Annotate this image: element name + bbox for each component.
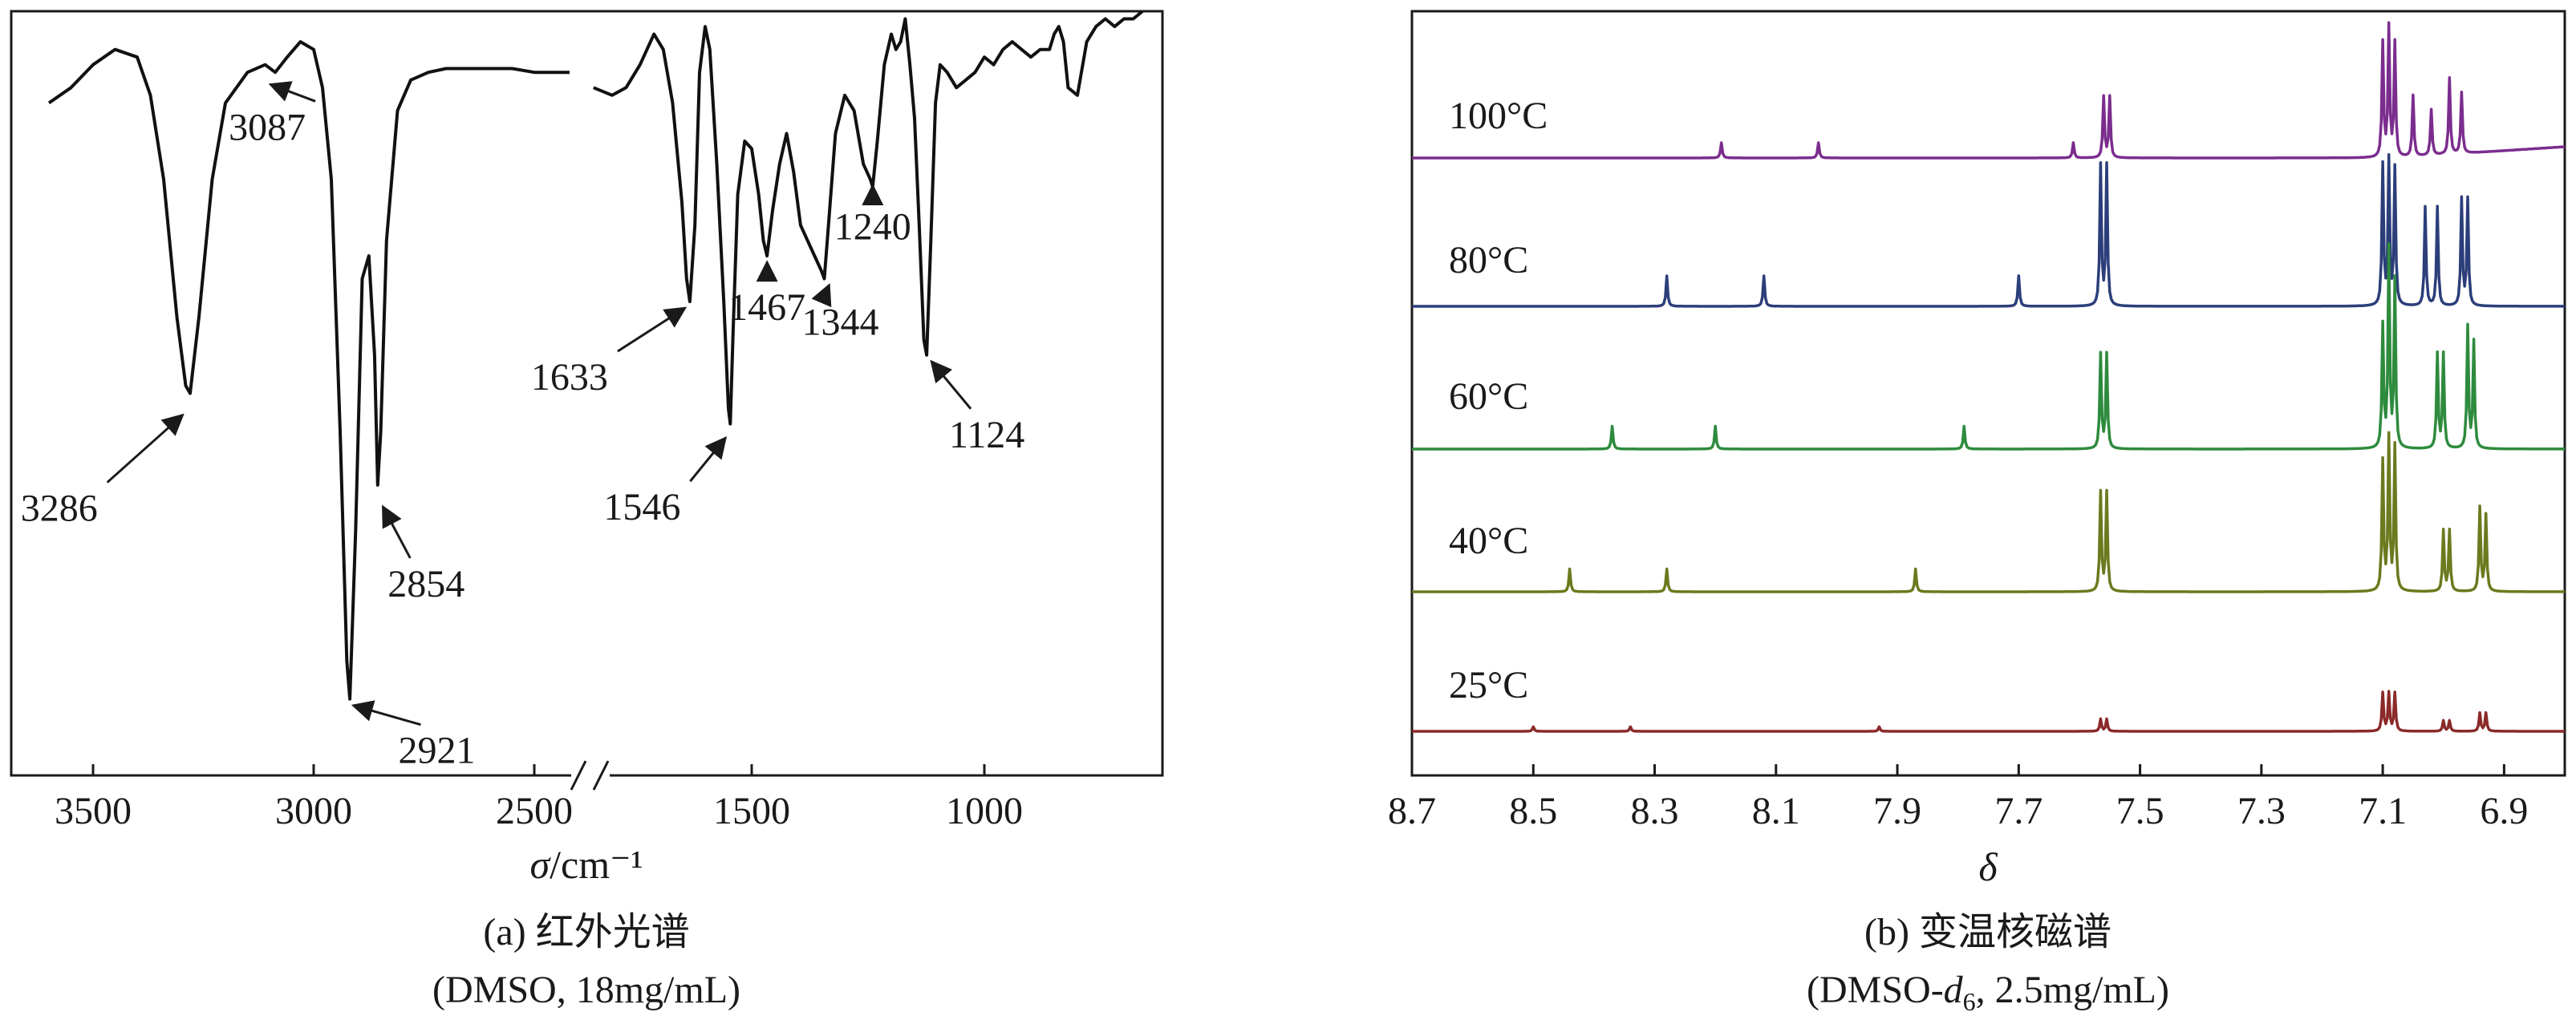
nmr-series-line-40-c (1412, 431, 2565, 593)
nmr-series-label-100-c: 100°C (1449, 95, 1548, 137)
ir-x-axis-symbol: σ (529, 842, 551, 887)
nmr-temperature-labels: 100°C 80°C 60°C 40°C 25°C (1449, 95, 1548, 706)
ir-x-tick-label-3500: 3500 (55, 790, 132, 832)
ir-annotation-arrow-3087 (268, 81, 316, 103)
ir-caption-conditions: (DMSO, 18mg/mL) (432, 969, 740, 1011)
nmr-series-line-25-c (1412, 690, 2565, 733)
ir-annotation-label-1344: 1344 (801, 302, 878, 344)
nmr-caption-suffix: , 2.5mg/mL) (1976, 969, 2169, 1011)
ir-series-line-low (593, 10, 1144, 426)
nmr-panel: 8.7 8.5 8.3 8.1 7.9 7.7 7.5 7.3 7.1 6.9 100°C 80°C… (1388, 10, 2566, 1016)
nmr-x-ticks: 8.7 8.5 8.3 8.1 7.9 7.7 7.5 7.3 7.1 6.9 (1388, 764, 2528, 832)
ir-annotation-label-1467: 1467 (728, 286, 805, 329)
ir-annotation-label-3286: 3286 (21, 488, 98, 530)
ir-annotation-label-2854: 2854 (387, 563, 464, 605)
ir-x-tick-label-3000: 3000 (275, 790, 352, 832)
ir-x-axis-title: σ/cm⁻¹ (529, 842, 643, 887)
nmr-x-tick-label-8.3: 8.3 (1631, 790, 1679, 832)
ir-annotation-arrow-1124 (930, 359, 972, 410)
ir-annotation-label-2921: 2921 (398, 730, 475, 772)
nmr-x-tick-label-7.1: 7.1 (2359, 790, 2407, 832)
ir-series (47, 10, 1144, 701)
nmr-series-label-60-c: 60°C (1449, 375, 1528, 418)
ir-caption-title: (a) 红外光谱 (483, 911, 689, 953)
ir-x-tick-label-1000: 1000 (946, 790, 1023, 832)
nmr-caption-conditions: (DMSO-d6, 2.5mg/mL) (1807, 969, 2169, 1016)
ir-annotation-label-1240: 1240 (834, 206, 911, 249)
ir-x-tick-label-1500: 1500 (713, 790, 790, 832)
nmr-x-tick-label-7.7: 7.7 (1994, 790, 2043, 832)
nmr-series-label-80-c: 80°C (1449, 239, 1528, 281)
nmr-x-tick-label-8.5: 8.5 (1509, 790, 1557, 832)
nmr-x-tick-label-8.7: 8.7 (1388, 790, 1436, 832)
nmr-series-label-40-c: 40°C (1449, 520, 1528, 562)
nmr-caption-prefix: (DMSO- (1807, 969, 1944, 1011)
ir-axis-break-mark-1 (570, 760, 587, 791)
nmr-series-line-100-c (1412, 21, 2566, 160)
ir-x-tick-label-2500: 2500 (496, 790, 573, 832)
ir-annotation-arrow-1344 (811, 283, 832, 308)
ir-annotation-arrow-1546 (689, 436, 728, 483)
nmr-caption-italic-d: d (1944, 969, 1964, 1011)
nmr-series-line-80-c (1412, 152, 2565, 308)
ir-annotation-arrow-3286 (106, 413, 185, 484)
ir-annotation-arrow-1633 (617, 306, 688, 353)
nmr-x-axis-title: δ (1978, 844, 1998, 889)
ir-annotation-label-1633: 1633 (531, 356, 608, 399)
nmr-caption-title: (b) 变温核磁谱 (1864, 911, 2112, 953)
nmr-x-tick-label-7.9: 7.9 (1873, 790, 1921, 832)
nmr-series (1412, 21, 2566, 733)
ir-annotation-label-3087: 3087 (229, 106, 306, 148)
ir-annotation-arrow-2854 (381, 504, 412, 559)
nmr-x-tick-label-7.5: 7.5 (2116, 790, 2164, 832)
ir-x-axis-unit: /cm⁻¹ (550, 842, 643, 887)
nmr-series-label-25-c: 25°C (1449, 664, 1528, 706)
ir-annotation-label-1124: 1124 (949, 414, 1024, 456)
nmr-x-tick-label-7.3: 7.3 (2237, 790, 2286, 832)
ir-axis-break-mark-2 (592, 760, 610, 791)
ir-panel: 3500 3000 2500 1500 1000 3286 3087 2921 2854 163… (10, 10, 1164, 1011)
nmr-x-tick-label-6.9: 6.9 (2480, 790, 2528, 832)
nmr-plot-frame (1410, 10, 2566, 777)
ir-series-line-high (47, 40, 570, 701)
ir-annotation-arrow-2921 (351, 700, 421, 727)
ir-annotation-label-1546: 1546 (603, 486, 680, 528)
nmr-x-tick-label-8.1: 8.1 (1752, 790, 1800, 832)
nmr-series-line-60-c (1412, 242, 2565, 451)
ir-x-ticks: 3500 3000 2500 1500 1000 (55, 764, 1023, 832)
nmr-caption-subscript: 6 (1963, 987, 1976, 1016)
